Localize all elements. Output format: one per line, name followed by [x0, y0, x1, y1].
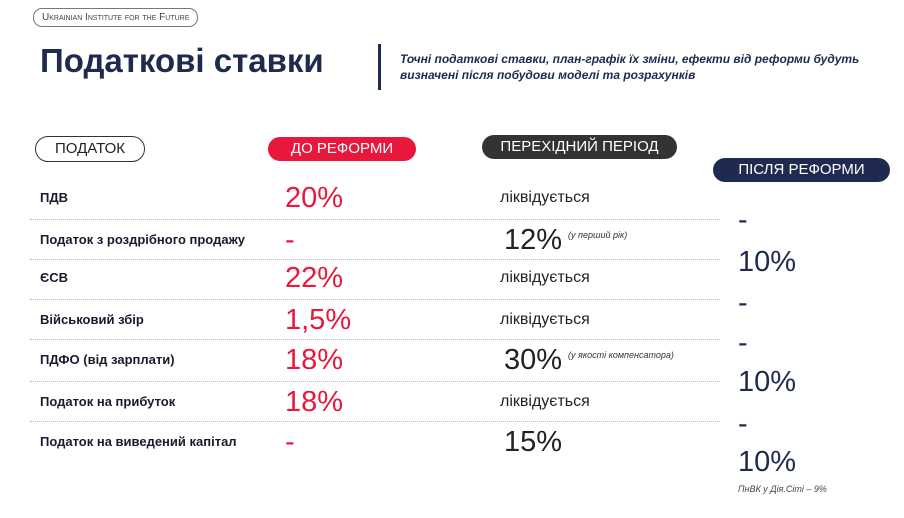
- rate-after: 10%: [738, 246, 797, 278]
- title: Податкові ставки: [40, 42, 324, 79]
- rate-before: 1,5%: [285, 304, 352, 336]
- rate-after: -: [738, 408, 748, 440]
- column-header: ДО РЕФОРМИ: [268, 137, 416, 161]
- rate-after: -: [738, 204, 748, 236]
- rate-transition: ліквідується: [500, 269, 590, 286]
- rate-before: 18%: [285, 386, 344, 418]
- after-note: ПнВК у Дія.Сіті – 9%: [738, 484, 827, 494]
- rate-transition: ліквідується: [500, 393, 590, 410]
- column-header: ПОДАТОК: [35, 136, 145, 162]
- rate-transition: ліквідується: [500, 189, 590, 206]
- rate-transition: ліквідується: [500, 311, 590, 328]
- rate-after: 10%: [738, 446, 797, 478]
- subtitle-line: визначені після побудови моделі та розра…: [400, 68, 696, 82]
- row-separator: [30, 421, 720, 422]
- tax-name: Військовий збір: [40, 312, 144, 327]
- tax-name: Податок з роздрібного продажу: [40, 232, 246, 247]
- divider: [378, 44, 381, 90]
- rate-after: -: [738, 287, 748, 319]
- tax-name: ПДФО (від зарплати): [40, 352, 175, 367]
- row-separator: [30, 219, 720, 220]
- org-badge: Ukrainian Institute for the Future: [33, 8, 199, 27]
- tax-name: ПДВ: [40, 190, 68, 205]
- tax-name: Податок на прибуток: [40, 394, 176, 409]
- column-header: ПІСЛЯ РЕФОРМИ: [713, 158, 890, 182]
- rate-before: -: [285, 224, 295, 256]
- row-separator: [30, 259, 720, 260]
- transition-note: (у якості компенсатора): [568, 350, 674, 360]
- tax-name: Податок на виведений капітал: [40, 434, 237, 449]
- row-separator: [30, 381, 720, 382]
- rate-before: 18%: [285, 344, 344, 376]
- column-header: ПЕРЕХІДНИЙ ПЕРІОД: [482, 135, 677, 159]
- subtitle-line: Точні податкові ставки, план-графік їх з…: [400, 52, 860, 66]
- rate-after: -: [738, 327, 748, 359]
- rate-before: 22%: [285, 262, 344, 294]
- tax-name: ЄСВ: [40, 270, 69, 285]
- rate-before: -: [285, 426, 295, 458]
- row-separator: [30, 299, 720, 300]
- rate-after: 10%: [738, 366, 797, 398]
- transition-note: (у перший рік): [568, 230, 628, 240]
- row-separator: [30, 339, 720, 340]
- rate-transition: 30%: [504, 344, 563, 376]
- rate-transition: 15%: [504, 426, 563, 458]
- rate-before: 20%: [285, 182, 344, 214]
- rate-transition: 12%: [504, 224, 563, 256]
